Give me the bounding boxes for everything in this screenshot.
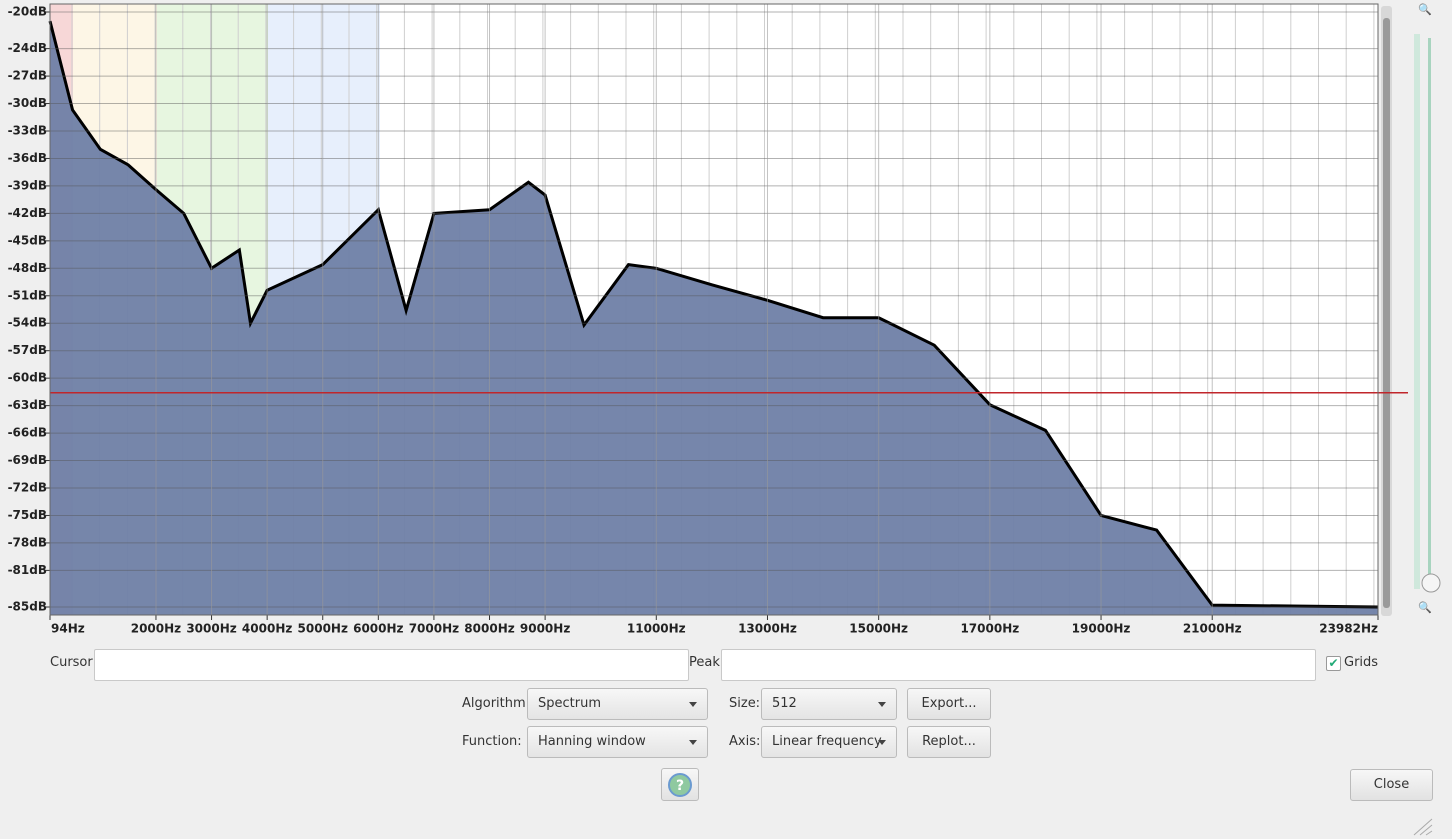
peak-label: Peak: <box>689 655 725 670</box>
x-tick-label: 15000Hz <box>849 622 908 636</box>
export-button[interactable]: Export... <box>907 688 991 720</box>
size-label: Size: <box>729 696 761 711</box>
x-tick-label: 9000Hz <box>520 622 570 636</box>
y-tick-label: -39dB <box>8 178 47 192</box>
y-tick-label: -51dB <box>8 288 47 302</box>
y-tick-label: -24dB <box>8 41 47 55</box>
x-tick-label: 17000Hz <box>960 622 1019 636</box>
replot-button[interactable]: Replot... <box>907 726 991 758</box>
x-tick-label: 23982Hz <box>1319 622 1378 636</box>
x-tick-label: 2000Hz <box>131 622 181 636</box>
scrollbar-thumb[interactable] <box>1383 18 1390 608</box>
resize-grip <box>1413 818 1433 836</box>
x-tick-label: 11000Hz <box>627 622 686 636</box>
peak-field[interactable] <box>721 649 1316 681</box>
y-tick-label: -63dB <box>8 398 47 412</box>
spectrum-plot: 🔍 🔍 -20dB -24dB -27dB -30dB -33dB -36dB -39dB -… <box>8 2 1441 636</box>
y-tick-label: -36dB <box>8 151 47 165</box>
function-label: Function: <box>462 734 522 749</box>
x-tick-label: 4000Hz <box>242 622 292 636</box>
y-tick-label: -69dB <box>8 453 47 467</box>
close-button[interactable]: Close <box>1350 769 1433 801</box>
axis-select[interactable]: Linear frequency <box>761 726 897 758</box>
help-button[interactable]: ? <box>661 768 699 801</box>
zoom-track[interactable] <box>1414 34 1420 589</box>
grids-label: Grids <box>1344 655 1379 670</box>
y-tick-label: -33dB <box>8 124 47 138</box>
plot-frame <box>49 3 1379 616</box>
zoom-slider[interactable] <box>1421 573 1441 593</box>
zoom-in-icon[interactable]: 🔍 <box>1418 2 1432 16</box>
y-tick-label: -72dB <box>8 481 47 495</box>
spectrum-area <box>50 21 1378 615</box>
y-tick-label: -78dB <box>8 535 47 549</box>
size-select[interactable]: 512 <box>761 688 897 720</box>
y-tick-label: -54dB <box>8 316 47 330</box>
x-tick-label: 94Hz <box>51 622 85 636</box>
x-tick-label: 5000Hz <box>298 622 348 636</box>
cursor-label: Cursor: <box>50 655 97 670</box>
y-tick-label: -81dB <box>8 563 47 577</box>
x-tick-label: 7000Hz <box>409 622 459 636</box>
function-select[interactable]: Hanning window <box>527 726 708 758</box>
cursor-field[interactable] <box>94 649 689 681</box>
y-tick-label: -20dB <box>8 5 47 19</box>
y-tick-label: -75dB <box>8 508 47 522</box>
x-tick-label: 8000Hz <box>464 622 514 636</box>
x-tick-label: 21000Hz <box>1183 622 1242 636</box>
y-tick-label: -66dB <box>8 426 47 440</box>
algorithm-label: Algorithm: <box>462 696 531 711</box>
y-tick-label: -30dB <box>8 96 47 110</box>
grids-checkbox[interactable]: ✔ <box>1326 656 1341 671</box>
y-tick-label: -48dB <box>8 261 47 275</box>
algorithm-select[interactable]: Spectrum <box>527 688 708 720</box>
y-tick-label: -27dB <box>8 69 47 83</box>
x-tick-label: 13000Hz <box>738 622 797 636</box>
y-tick-label: -57dB <box>8 343 47 357</box>
zoom-track-inner <box>1428 38 1431 586</box>
axis-label: Axis: <box>729 734 761 749</box>
y-tick-label: -45dB <box>8 233 47 247</box>
y-tick-label: -60dB <box>8 371 47 385</box>
svg-text:?: ? <box>676 778 684 794</box>
y-tick-label: -42dB <box>8 206 47 220</box>
x-tick-label: 6000Hz <box>353 622 403 636</box>
help-icon: ? <box>668 773 692 797</box>
x-tick-label: 19000Hz <box>1072 622 1131 636</box>
zoom-out-icon[interactable]: 🔍 <box>1418 600 1432 614</box>
y-tick-label: -85dB <box>8 600 47 614</box>
x-tick-label: 3000Hz <box>186 622 236 636</box>
